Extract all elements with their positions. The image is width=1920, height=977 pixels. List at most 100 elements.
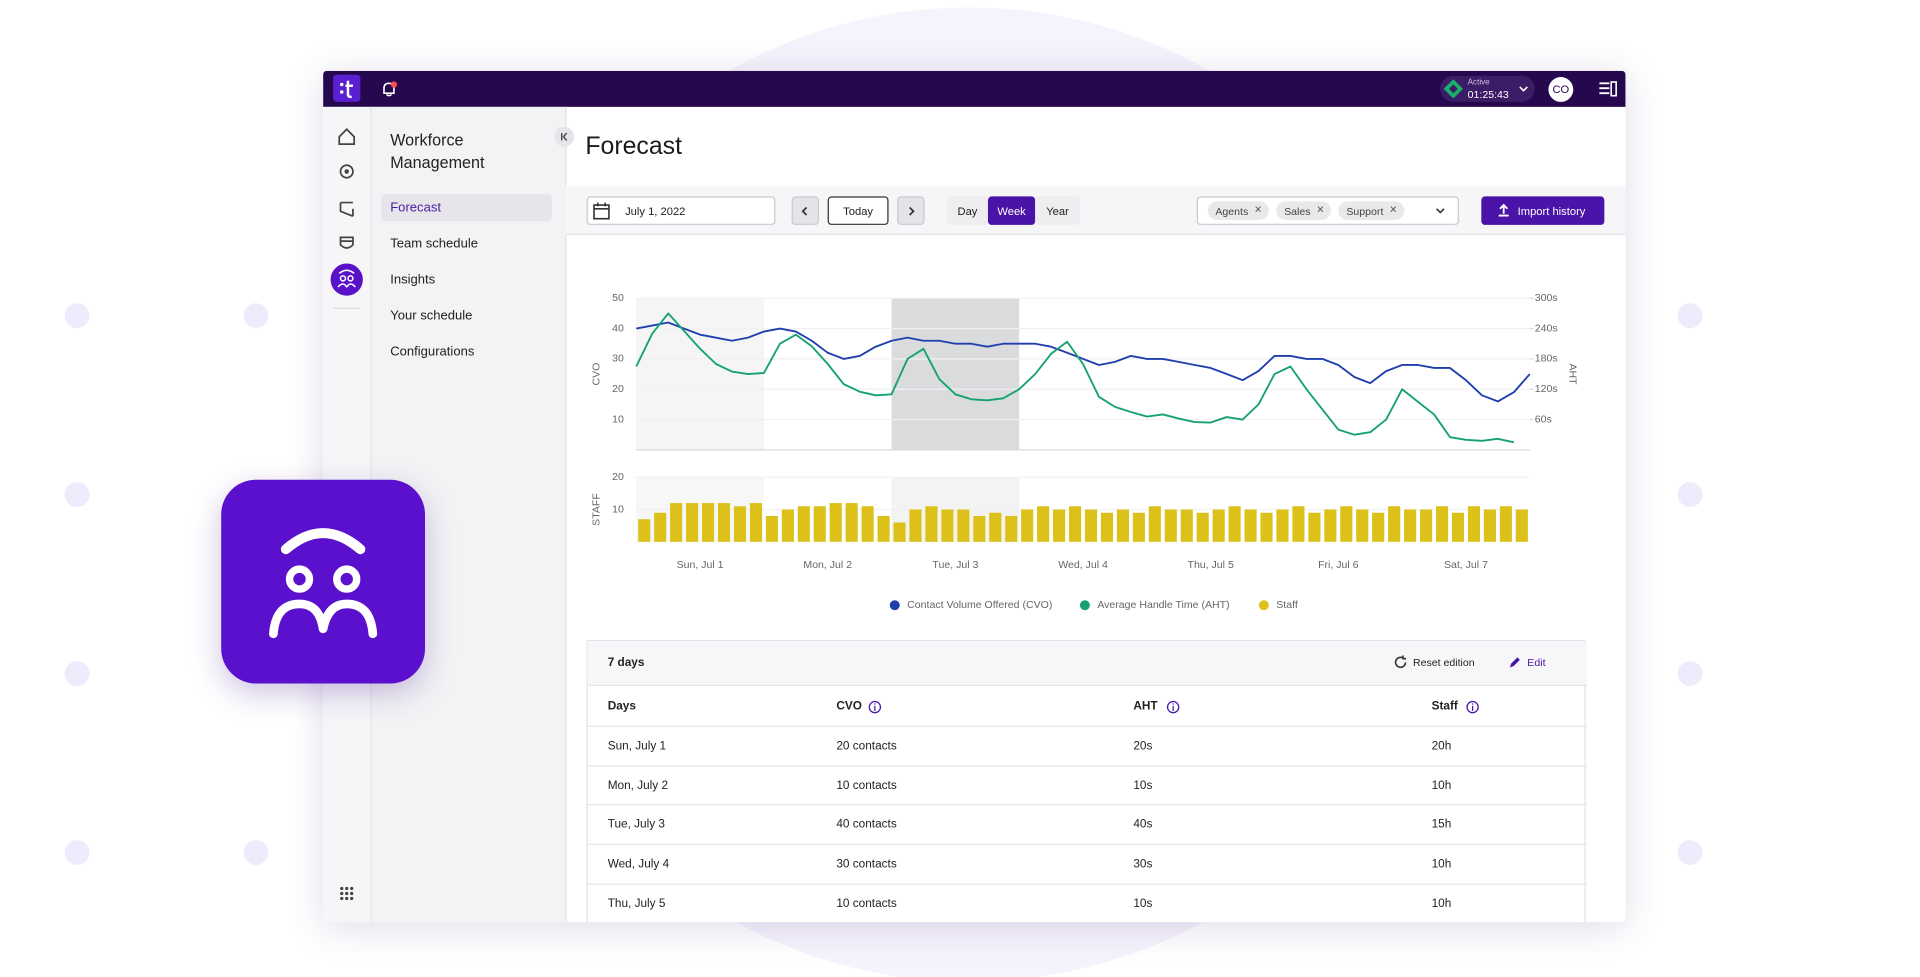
bar — [1451, 512, 1465, 542]
info-icon[interactable] — [1166, 700, 1181, 715]
x-tick-label: Thu, Jul 5 — [1188, 559, 1234, 571]
y2-tick-label: 60s — [1535, 413, 1552, 425]
y-tick-label: 10 — [612, 503, 624, 515]
bar — [1212, 509, 1225, 542]
x-tick-label: Tue, Jul 3 — [932, 559, 978, 571]
table-cell: 10 contacts — [836, 896, 897, 911]
wfm-icon[interactable] — [330, 263, 363, 296]
avatar[interactable]: CO — [1548, 77, 1574, 102]
nav-item[interactable]: Team schedule — [390, 236, 478, 252]
table-cell: 10s — [1133, 896, 1153, 911]
panel-toggle[interactable] — [1598, 81, 1618, 98]
bar — [813, 506, 826, 542]
bar — [686, 503, 699, 542]
table-row: Tue, July 3 40 contacts 40s 15h — [587, 804, 1587, 845]
table-cell: 30 contacts — [836, 857, 897, 872]
notification-icon[interactable] — [379, 80, 399, 100]
bar — [1164, 509, 1177, 542]
day-shade — [891, 298, 1020, 450]
decor-dot — [1677, 303, 1703, 329]
bar — [1148, 506, 1161, 542]
edit-button[interactable]: Edit — [1527, 656, 1546, 669]
nav-item[interactable]: Forecast — [381, 193, 552, 222]
filter-label: Support — [1346, 204, 1384, 217]
bar — [654, 512, 667, 542]
decor-dot — [1677, 661, 1703, 686]
bar — [1515, 509, 1528, 542]
view-button[interactable]: Year — [1035, 196, 1080, 225]
bar — [1260, 512, 1273, 542]
next-icon — [909, 206, 915, 215]
legend-label: Contact Volume Offered (CVO) — [907, 599, 1052, 611]
bar — [1021, 509, 1034, 542]
info-icon[interactable] — [1465, 700, 1480, 715]
bar — [1324, 509, 1337, 542]
settings-icon[interactable] — [339, 164, 354, 179]
app-logo[interactable] — [333, 74, 363, 104]
bar — [845, 503, 858, 542]
view-button[interactable]: Week — [987, 196, 1036, 225]
bar — [829, 503, 842, 542]
y-axis-label: CVO — [590, 363, 602, 386]
bar — [1372, 512, 1385, 542]
table-cell: 20h — [1431, 739, 1452, 754]
bar — [749, 503, 763, 542]
info-icon[interactable] — [867, 700, 882, 715]
status-timer: 01:25:43 — [1467, 88, 1509, 101]
bar — [1467, 506, 1481, 542]
upload-icon — [1498, 203, 1509, 217]
next-button[interactable] — [897, 196, 925, 225]
x-tick-label: Mon, Jul 2 — [803, 559, 852, 571]
bar — [1308, 512, 1321, 542]
nav-item[interactable]: Configurations — [390, 344, 475, 360]
import-button[interactable]: Import history — [1481, 196, 1605, 225]
y-tick-label: 50 — [612, 292, 624, 304]
bar — [702, 503, 715, 542]
filter-chip[interactable]: Agents × — [1207, 201, 1270, 220]
bar — [1228, 506, 1241, 542]
status-label: Active — [1467, 78, 1490, 87]
forecast-chart: 10 20 30 40 50 60s 120s 180s 240s 300s Sun, Jul 1 M… — [590, 292, 1578, 611]
table-cell: 10h — [1431, 896, 1452, 911]
nav-item[interactable]: Insights — [390, 272, 436, 288]
home-icon[interactable] — [338, 128, 356, 146]
bar — [1084, 509, 1098, 542]
today-button[interactable]: Today — [827, 196, 889, 225]
bar — [1116, 509, 1129, 542]
apps-icon[interactable] — [340, 886, 354, 901]
y-tick-label: 30 — [612, 353, 624, 365]
table-cell: 40 contacts — [836, 818, 897, 832]
page-title: Forecast — [585, 132, 683, 161]
column-header: AHT — [1133, 699, 1158, 714]
date-input[interactable]: July 1, 2022 — [586, 196, 776, 225]
filter-chip[interactable]: Sales × — [1276, 201, 1332, 220]
status-pill[interactable]: Active 01:25:43 — [1440, 75, 1535, 102]
flow-icon[interactable] — [339, 201, 354, 218]
prev-button[interactable] — [791, 196, 819, 225]
reset-button[interactable]: Reset edition — [1412, 656, 1475, 669]
bar — [1435, 506, 1449, 542]
y2-tick-label: 240s — [1535, 322, 1558, 334]
collapse-button[interactable] — [553, 126, 575, 148]
decor-dot — [243, 840, 269, 865]
filter-box[interactable]: Agents × Sales × Support × — [1196, 196, 1459, 225]
shield-icon[interactable] — [339, 236, 354, 249]
table-row: Thu, July 5 10 contacts 10s 10h — [587, 883, 1587, 922]
decor-dot — [64, 661, 90, 686]
bar — [1244, 509, 1257, 542]
decor-dot — [1677, 840, 1703, 865]
filter-chip[interactable]: Support × — [1338, 201, 1405, 220]
table-row: Mon, July 2 10 contacts 10s 10h — [587, 765, 1587, 805]
view-button[interactable]: Day — [946, 196, 988, 225]
bar — [1037, 506, 1050, 542]
bar — [1005, 515, 1018, 542]
table-row: Wed, July 4 30 contacts 30s 10h — [587, 843, 1587, 884]
table-cell: 15h — [1431, 818, 1452, 832]
forecast-table: 7 days Reset edition Edit Days CVO AHT S… — [586, 639, 1587, 923]
sidebar-title: Workforce Management — [390, 130, 485, 172]
bar — [717, 503, 731, 542]
bar — [1196, 512, 1209, 542]
nav-item[interactable]: Your schedule — [390, 308, 473, 324]
y-tick-label: 40 — [612, 322, 624, 334]
